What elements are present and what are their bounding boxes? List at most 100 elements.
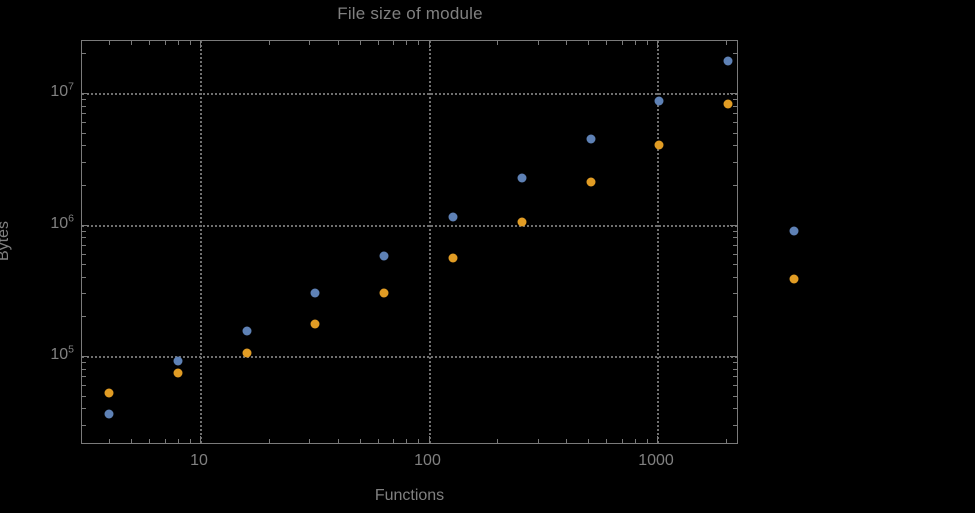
gridline-vertical (657, 41, 659, 443)
x-tick-label: 100 (414, 452, 441, 469)
x-tick-minor (566, 41, 568, 45)
x-tick-minor (359, 41, 361, 45)
y-tick-minor (733, 362, 737, 364)
plot-area (81, 40, 738, 444)
y-tick-minor (82, 395, 86, 397)
y-tick-minor (82, 53, 86, 55)
x-tick-minor (588, 439, 590, 443)
x-tick-minor (393, 439, 395, 443)
y-tick-minor (82, 293, 86, 295)
y-tick-minor (82, 237, 86, 239)
data-point (448, 253, 458, 263)
y-tick-minor (82, 132, 86, 134)
x-tick-major (428, 41, 430, 48)
y-tick-minor (82, 368, 86, 370)
y-tick-minor (733, 264, 737, 266)
data-point (448, 212, 458, 222)
gridline-vertical (200, 41, 202, 443)
data-point (379, 251, 389, 261)
x-tick-minor (725, 439, 727, 443)
y-tick-label: 105 (50, 343, 74, 363)
y-tick-minor (733, 276, 737, 278)
x-tick-minor (149, 41, 151, 45)
data-point (310, 288, 320, 298)
x-tick-minor (646, 41, 648, 45)
y-tick-minor (82, 113, 86, 115)
x-tick-minor (149, 439, 151, 443)
y-tick-minor (733, 113, 737, 115)
y-tick-minor (82, 161, 86, 163)
x-tick-minor (588, 41, 590, 45)
x-tick-minor (377, 439, 379, 443)
data-point (586, 134, 596, 144)
y-tick-minor (82, 362, 86, 364)
y-tick-major (82, 356, 89, 357)
y-tick-minor (733, 395, 737, 397)
y-tick-minor (82, 230, 86, 232)
y-tick-minor (82, 264, 86, 266)
x-tick-minor (177, 41, 179, 45)
x-tick-minor (109, 41, 111, 45)
x-axis-label: Functions (374, 487, 445, 504)
x-tick-minor (725, 41, 727, 45)
y-tick-minor (82, 184, 86, 186)
x-tick-minor (131, 41, 133, 45)
y-tick-minor (733, 293, 737, 295)
y-tick-major (82, 224, 89, 226)
data-point (310, 319, 320, 329)
y-tick-minor (733, 230, 737, 232)
x-tick-minor (566, 439, 568, 443)
data-point (723, 99, 733, 109)
y-tick-minor (733, 376, 737, 378)
y-tick-minor (733, 368, 737, 370)
x-tick-minor (337, 41, 339, 45)
x-tick-label: 10 (190, 452, 208, 469)
y-tick-minor (82, 376, 86, 378)
x-tick-minor (537, 439, 539, 443)
y-tick-minor (733, 184, 737, 186)
data-point-outside-axes (789, 274, 799, 284)
x-tick-minor (634, 439, 636, 443)
x-tick-minor (189, 439, 191, 443)
y-tick-minor (733, 408, 737, 410)
x-tick-minor (418, 439, 420, 443)
x-tick-minor (606, 439, 608, 443)
y-tick-minor (82, 145, 86, 147)
gridline-horizontal (82, 93, 737, 95)
y-tick-major (730, 224, 737, 226)
x-tick-minor (406, 41, 408, 45)
data-point (654, 140, 664, 150)
y-tick-minor (733, 316, 737, 318)
data-point (242, 326, 252, 336)
y-tick-minor (82, 424, 86, 426)
data-point (242, 348, 252, 358)
y-tick-minor (82, 122, 86, 124)
y-tick-label: 107 (50, 80, 74, 100)
y-tick-minor (82, 385, 86, 387)
y-tick-minor (733, 244, 737, 246)
y-tick-minor (82, 105, 86, 107)
x-tick-minor (177, 439, 179, 443)
data-point (517, 217, 527, 227)
chart-title: File size of module (337, 4, 483, 23)
x-tick-major (657, 436, 658, 443)
x-tick-minor (418, 41, 420, 45)
data-point (173, 368, 183, 378)
x-tick-minor (337, 439, 339, 443)
x-tick-minor (497, 439, 499, 443)
x-tick-major (200, 41, 201, 48)
y-tick-minor (733, 253, 737, 255)
x-tick-minor (309, 439, 311, 443)
x-tick-major (657, 41, 658, 48)
y-tick-minor (733, 105, 737, 107)
gridline-horizontal (82, 224, 737, 227)
y-axis-label: Bytes (0, 220, 13, 262)
x-tick-minor (268, 41, 270, 45)
data-point (586, 177, 596, 187)
data-point (723, 56, 733, 66)
data-point-outside-axes (789, 226, 799, 236)
x-tick-minor (646, 439, 648, 443)
x-tick-minor (164, 439, 166, 443)
x-tick-minor (497, 41, 499, 45)
x-tick-minor (621, 41, 623, 45)
